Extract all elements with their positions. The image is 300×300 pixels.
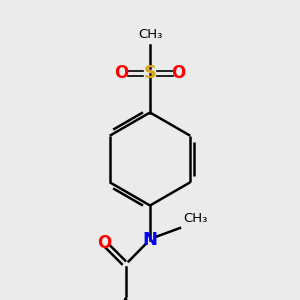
Text: O: O bbox=[114, 64, 129, 82]
Text: N: N bbox=[142, 231, 158, 249]
Text: CH₃: CH₃ bbox=[183, 212, 207, 225]
Text: O: O bbox=[97, 234, 112, 252]
Text: S: S bbox=[143, 64, 157, 82]
Text: O: O bbox=[171, 64, 186, 82]
Text: CH₃: CH₃ bbox=[138, 28, 162, 40]
